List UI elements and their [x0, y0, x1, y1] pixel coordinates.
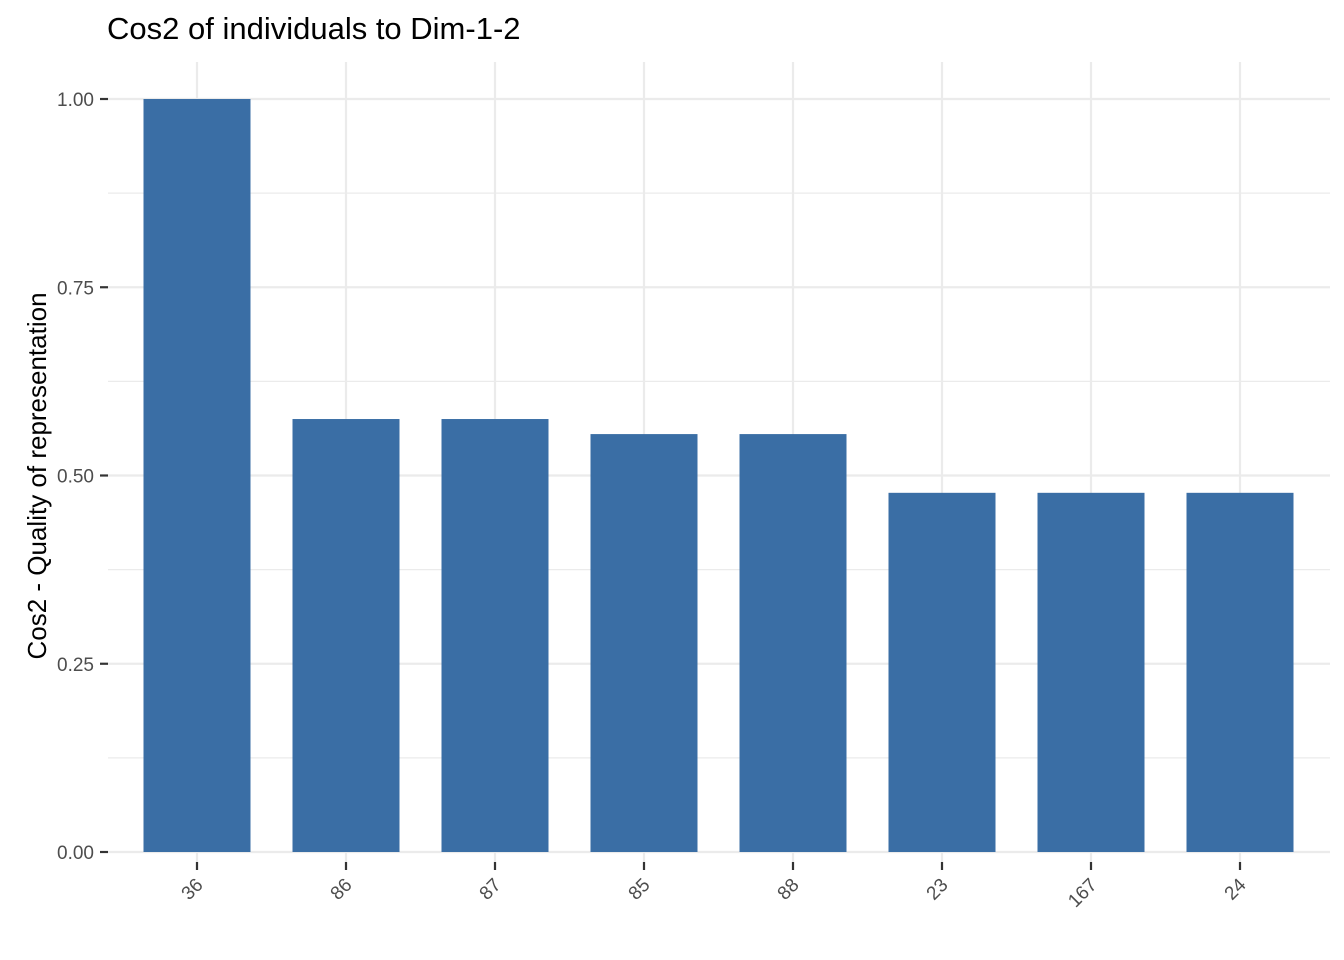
chart-title: Cos2 of individuals to Dim-1-2 — [107, 11, 521, 46]
bar-36 — [143, 99, 251, 852]
bars — [143, 99, 1294, 852]
bar-88 — [739, 434, 847, 852]
bar-85 — [590, 434, 698, 852]
x-tick-label: 36 — [178, 875, 208, 905]
y-tick-label: 1.00 — [57, 90, 94, 111]
grid-lines — [108, 62, 1330, 870]
bar-24 — [1186, 492, 1294, 852]
y-axis: 0.00 0.25 0.50 0.75 1.00 — [57, 90, 108, 864]
bar-86 — [292, 419, 400, 852]
x-tick-label: 24 — [1221, 874, 1251, 904]
y-tick-label: 0.75 — [57, 278, 94, 299]
x-tick-label: 23 — [923, 875, 953, 905]
y-axis-label: Cos2 - Quality of representation — [22, 292, 52, 659]
x-tick-label: 86 — [327, 875, 357, 905]
x-tick-label: 167 — [1064, 875, 1101, 912]
bar-167 — [1037, 492, 1145, 852]
x-axis: 36 86 87 85 88 23 167 24 — [178, 862, 1251, 912]
x-tick-label: 88 — [774, 875, 804, 905]
y-tick-label: 0.25 — [57, 655, 94, 676]
y-tick-label: 0.50 — [57, 467, 94, 488]
bar-87 — [441, 419, 549, 852]
bar-23 — [888, 492, 996, 852]
x-tick-label: 85 — [625, 875, 655, 905]
x-tick-label: 87 — [476, 875, 506, 905]
y-tick-label: 0.00 — [57, 843, 94, 864]
